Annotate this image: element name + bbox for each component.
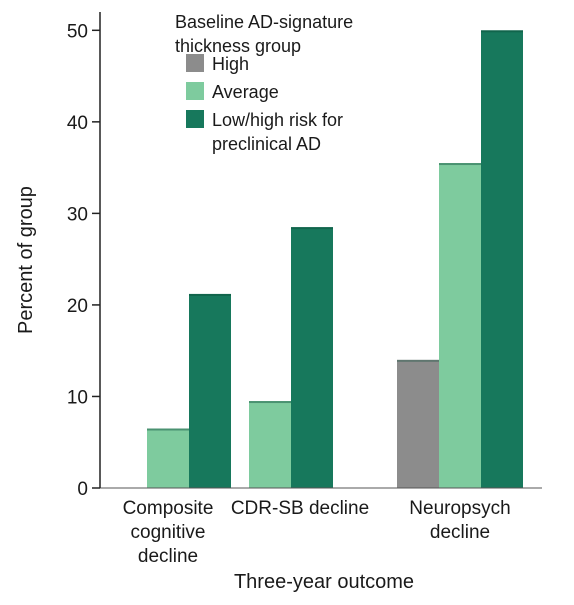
bar-top-edge-3-1 <box>189 293 231 296</box>
bar-lowhighrisk-3 <box>481 30 523 489</box>
y-tick-label-50: 50 <box>67 21 88 42</box>
bar-average-3 <box>439 163 481 489</box>
legend-swatch-1 <box>186 54 204 72</box>
category-label-3-line-1: Neuropsych <box>409 498 510 519</box>
bar-lowhighrisk-1 <box>189 293 231 488</box>
y-tick-label-20: 20 <box>67 296 88 317</box>
legend-title-line-1: Baseline AD-signature <box>175 12 353 32</box>
category-label-3-line-2: decline <box>430 522 490 543</box>
legend-label-2: Average <box>212 82 279 102</box>
legend-swatch-3 <box>186 110 204 128</box>
y-tick-label-10: 10 <box>67 387 88 408</box>
bar-top-edge-3-3 <box>481 30 523 33</box>
legend-title-line-2: thickness group <box>175 36 301 56</box>
y-axis-title: Percent of group <box>15 186 37 334</box>
category-label-2-line-1: CDR-SB decline <box>231 498 369 519</box>
category-label-1-line-3: decline <box>138 546 198 567</box>
bar-top-edge-2-2 <box>249 401 291 404</box>
y-tick-label-30: 30 <box>67 204 88 225</box>
legend-label-1: High <box>212 54 249 74</box>
bar-lowhighrisk-2 <box>291 227 333 488</box>
bar-top-edge-1-3 <box>397 359 439 362</box>
bar-average-2 <box>249 401 291 488</box>
bar-top-edge-3-2 <box>291 227 333 230</box>
bar-average-1 <box>147 428 189 488</box>
legend-swatch-2 <box>186 82 204 100</box>
legend-label-3-line-2: preclinical AD <box>212 134 321 154</box>
bar-high-3 <box>397 359 439 488</box>
y-tick-label-40: 40 <box>67 113 88 134</box>
bar-top-edge-2-1 <box>147 428 189 431</box>
category-label-1-line-1: Composite <box>123 498 214 519</box>
bar-top-edge-2-3 <box>439 163 481 166</box>
x-axis-title: Three-year outcome <box>234 571 414 593</box>
legend-label-3: Low/high risk for <box>212 110 343 130</box>
y-tick-label-0: 0 <box>77 479 88 500</box>
category-label-1-line-2: cognitive <box>131 522 206 543</box>
